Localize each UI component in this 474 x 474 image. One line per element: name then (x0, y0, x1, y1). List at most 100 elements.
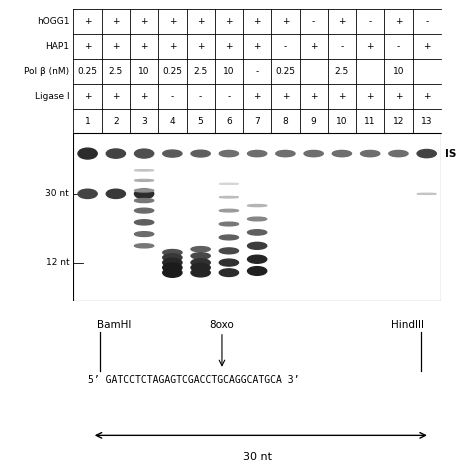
Text: 1: 1 (85, 117, 91, 126)
Text: 5’ GATCCTCTAGAGTCGACCTGCAGGCATGCA 3’: 5’ GATCCTCTAGAGTCGACCTGCAGGCATGCA 3’ (88, 375, 300, 385)
Text: +: + (338, 92, 346, 101)
Text: +: + (140, 18, 148, 27)
Text: +: + (366, 42, 374, 51)
Ellipse shape (304, 150, 323, 157)
Text: 0.25: 0.25 (163, 67, 182, 76)
Text: 0.25: 0.25 (78, 67, 98, 76)
Text: +: + (395, 92, 402, 101)
Text: +: + (282, 18, 289, 27)
Text: 10: 10 (138, 67, 150, 76)
Text: -: - (312, 18, 315, 27)
Text: +: + (254, 18, 261, 27)
Text: -: - (369, 18, 372, 27)
Text: 3: 3 (141, 117, 147, 126)
Text: -: - (227, 92, 230, 101)
Text: +: + (338, 18, 346, 27)
Ellipse shape (417, 193, 436, 194)
Text: 11: 11 (365, 117, 376, 126)
Ellipse shape (247, 217, 267, 221)
Text: 7: 7 (254, 117, 260, 126)
Text: +: + (254, 92, 261, 101)
Ellipse shape (106, 149, 126, 158)
Text: +: + (395, 18, 402, 27)
Text: 10: 10 (223, 67, 235, 76)
Text: IS: IS (445, 148, 456, 159)
Ellipse shape (191, 253, 210, 259)
Ellipse shape (219, 222, 238, 226)
Ellipse shape (78, 189, 97, 199)
Ellipse shape (417, 149, 436, 158)
Ellipse shape (163, 249, 182, 255)
Text: +: + (310, 92, 318, 101)
Text: +: + (225, 42, 233, 51)
Text: 30 nt: 30 nt (243, 452, 272, 462)
Bar (73, 134, 441, 301)
Ellipse shape (163, 263, 182, 272)
Ellipse shape (247, 150, 267, 157)
Text: -: - (284, 42, 287, 51)
Text: 4: 4 (170, 117, 175, 126)
Ellipse shape (247, 242, 267, 249)
Ellipse shape (219, 259, 238, 266)
Ellipse shape (332, 150, 352, 157)
Text: HindIII: HindIII (392, 320, 424, 330)
Ellipse shape (135, 180, 154, 182)
Text: 13: 13 (421, 117, 432, 126)
Text: +: + (197, 42, 204, 51)
Text: 12 nt: 12 nt (46, 258, 69, 267)
Text: +: + (169, 18, 176, 27)
Text: 2.5: 2.5 (193, 67, 208, 76)
Text: 9: 9 (311, 117, 317, 126)
Text: +: + (254, 42, 261, 51)
Text: 10: 10 (336, 117, 347, 126)
Ellipse shape (163, 254, 182, 261)
Text: -: - (340, 42, 344, 51)
Ellipse shape (135, 149, 154, 158)
Text: +: + (112, 92, 119, 101)
Ellipse shape (163, 268, 182, 277)
Text: BamHI: BamHI (97, 320, 132, 330)
Text: +: + (423, 92, 430, 101)
Ellipse shape (135, 189, 154, 199)
Ellipse shape (219, 248, 238, 254)
Ellipse shape (361, 150, 380, 157)
Text: 8oxo: 8oxo (210, 320, 234, 330)
Text: +: + (366, 92, 374, 101)
Text: -: - (255, 67, 259, 76)
Ellipse shape (247, 230, 267, 235)
Ellipse shape (135, 199, 154, 202)
Ellipse shape (276, 150, 295, 157)
Ellipse shape (247, 205, 267, 207)
Ellipse shape (135, 170, 154, 171)
Ellipse shape (163, 258, 182, 267)
Ellipse shape (219, 269, 238, 276)
Text: +: + (197, 18, 204, 27)
Text: 0.25: 0.25 (275, 67, 295, 76)
Text: Ligase I: Ligase I (35, 92, 69, 101)
Ellipse shape (247, 255, 267, 263)
Text: +: + (225, 18, 233, 27)
Text: +: + (282, 92, 289, 101)
Ellipse shape (191, 268, 210, 277)
Ellipse shape (106, 189, 126, 199)
Ellipse shape (135, 232, 154, 237)
Text: 2.5: 2.5 (335, 67, 349, 76)
Text: 12: 12 (393, 117, 404, 126)
Ellipse shape (191, 150, 210, 157)
Text: -: - (397, 42, 400, 51)
Ellipse shape (163, 150, 182, 157)
Ellipse shape (191, 259, 210, 266)
Text: +: + (112, 42, 119, 51)
Ellipse shape (219, 196, 238, 198)
Text: Pol β (nM): Pol β (nM) (24, 67, 69, 76)
Text: +: + (84, 18, 91, 27)
Text: 2: 2 (113, 117, 118, 126)
Text: -: - (425, 18, 428, 27)
Text: 2.5: 2.5 (109, 67, 123, 76)
Text: hOGG1: hOGG1 (36, 18, 69, 27)
Text: 10: 10 (392, 67, 404, 76)
Text: 5: 5 (198, 117, 203, 126)
Text: +: + (112, 18, 119, 27)
Text: 8: 8 (283, 117, 288, 126)
Text: +: + (84, 42, 91, 51)
